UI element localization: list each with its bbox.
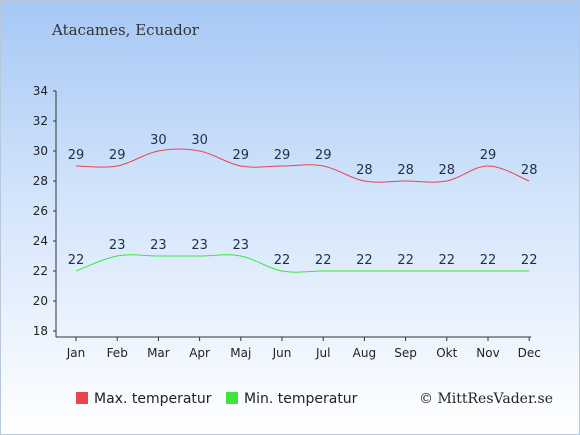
max-temperature-label: 29 (233, 148, 250, 163)
axes: 18 20 22 24 26 28 30 32 34 Jan Feb Mar Apr Maj Jun Jul A… (33, 84, 541, 360)
min-temperature-label: 22 (521, 253, 538, 268)
x-tick-label: Apr (189, 346, 210, 360)
max-temperature-label: 29 (68, 148, 85, 163)
min-temperature-label: 22 (315, 253, 332, 268)
y-tick-label: 32 (33, 114, 48, 128)
x-tick-label: Feb (107, 346, 128, 360)
x-tick-label: Aug (353, 346, 376, 360)
legend-label-min: Min. temperatur (244, 391, 358, 407)
min-temperature-label: 23 (150, 238, 167, 253)
max-temperature-label: 30 (191, 133, 208, 148)
max-temperature-label: 29 (315, 148, 332, 163)
x-tick-label: Okt (436, 346, 457, 360)
min-temperature-label: 22 (439, 253, 456, 268)
min-temperature-label: 22 (68, 253, 85, 268)
x-tick-label: Jun (272, 346, 292, 360)
min-temperature-label: 23 (109, 238, 126, 253)
x-tick-label: Jul (315, 346, 330, 360)
copyright-text: © MittResVader.se (419, 391, 554, 407)
max-temperature-label: 28 (397, 163, 414, 178)
y-tick-label: 20 (33, 294, 48, 308)
max-temperature-label: 29 (480, 148, 497, 163)
max-temperature-label: 29 (274, 148, 291, 163)
max-temperature-label: 28 (439, 163, 456, 178)
x-tick-label: Dec (518, 346, 541, 360)
x-tick-label: Nov (476, 346, 499, 360)
max-temperature-label: 28 (521, 163, 538, 178)
min-temperature-label: 22 (397, 253, 414, 268)
min-temperature-label: 23 (233, 238, 250, 253)
legend-label-max: Max. temperatur (94, 391, 212, 407)
max-temperature-line (75, 148, 530, 183)
series-lines (75, 148, 530, 273)
y-tick-label: 26 (33, 204, 48, 218)
legend-swatch-min (226, 392, 238, 404)
max-temperature-label: 28 (356, 163, 373, 178)
y-tick-label: 28 (33, 174, 48, 188)
y-tick-label: 18 (33, 324, 48, 338)
y-tick-label: 22 (33, 264, 48, 278)
chart-title: Atacames, Ecuador (52, 21, 199, 39)
min-temperature-label: 22 (274, 253, 291, 268)
x-tick-label: Jan (66, 346, 86, 360)
x-tick-label: Maj (230, 346, 251, 360)
y-tick-label: 30 (33, 144, 48, 158)
max-temperature-label: 29 (109, 148, 126, 163)
min-temperature-label: 23 (191, 238, 208, 253)
x-tick-label: Mar (147, 346, 170, 360)
data-labels: 29 29 30 30 29 29 29 28 28 28 29 28 22 23 23 23 23 22 22 22… (68, 133, 538, 268)
min-temperature-label: 22 (480, 253, 497, 268)
min-temperature-label: 22 (356, 253, 373, 268)
min-temperature-line (75, 254, 530, 273)
x-tick-label: Sep (394, 346, 417, 360)
y-tick-label: 34 (33, 84, 48, 98)
legend-swatch-max (76, 392, 88, 404)
max-temperature-label: 30 (150, 133, 167, 148)
y-tick-label: 24 (33, 234, 48, 248)
